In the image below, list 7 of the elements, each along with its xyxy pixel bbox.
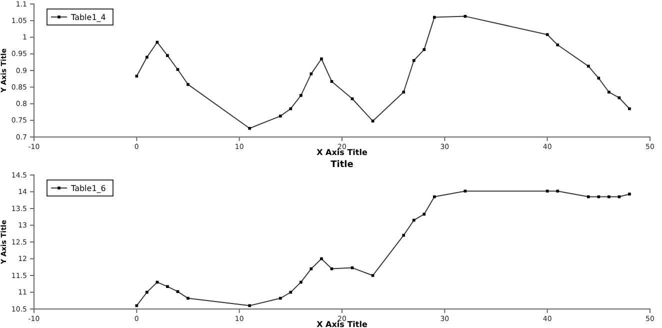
chart-title: Title — [330, 160, 354, 170]
legend-label: Table1_4 — [70, 13, 106, 22]
legend-label: Table1_6 — [70, 184, 106, 193]
line-series — [135, 190, 631, 308]
line-series — [135, 14, 631, 130]
x-axis-title: X Axis Title — [316, 320, 368, 328]
x-axis-title: X Axis Title — [316, 148, 368, 157]
